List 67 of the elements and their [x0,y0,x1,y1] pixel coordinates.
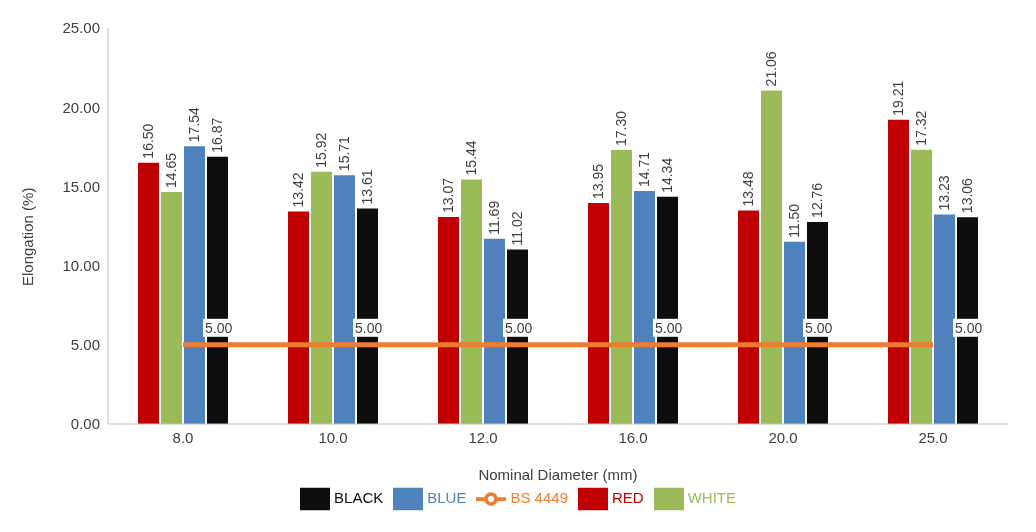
x-axis-title: Nominal Diameter (mm) [478,466,638,483]
bar [634,190,655,424]
bar [161,191,182,424]
data-label: 17.30 [613,110,630,146]
x-tick-label: 10.0 [318,428,348,446]
y-tick-label: 10.00 [62,256,100,274]
bar [288,211,309,424]
data-label: 16.50 [140,123,157,159]
y-axis-title: Elongation (%) [19,187,37,286]
data-label: 5.00 [205,319,233,336]
data-label: 14.71 [636,151,653,187]
legend-label: WHITE [687,488,736,506]
bar [738,210,759,424]
bar [311,171,332,424]
data-label: 5.00 [655,319,683,336]
data-label: 13.61 [359,169,376,205]
x-tick-label: 16.0 [618,428,648,446]
bar [438,216,459,424]
legend-label: BLUE [427,488,467,506]
x-tick-label: 8.0 [172,428,194,446]
data-label: 13.95 [590,163,607,200]
data-label: 15.44 [463,140,480,176]
data-label: 19.21 [890,80,907,116]
bar [461,179,482,424]
legend-label: RED [611,488,644,506]
bar [484,238,505,424]
data-label: 14.65 [163,152,180,188]
bar [784,241,805,424]
data-label: 15.92 [313,132,330,168]
data-label: 17.54 [186,106,203,143]
data-label: 11.50 [786,203,803,238]
y-tick-label: 0.00 [70,415,100,433]
data-label: 13.42 [290,172,307,208]
data-label: 5.00 [805,319,833,336]
data-label: 13.06 [959,177,976,214]
data-label: 14.34 [659,157,676,193]
bar [334,175,355,424]
bar [184,146,205,424]
data-label: 13.23 [936,175,953,211]
data-label: 21.06 [763,51,780,87]
x-tick-label: 25.0 [918,428,948,446]
bar [761,90,782,424]
x-tick-label: 12.0 [468,428,498,446]
y-tick-label: 5.00 [70,336,100,354]
data-label: 13.07 [440,177,457,213]
y-tick-label: 15.00 [62,177,100,195]
x-tick-label: 20.0 [768,428,798,446]
data-label: 11.69 [486,200,503,235]
data-label: 5.00 [505,319,533,336]
data-label: 17.32 [913,110,930,146]
bar [588,203,609,424]
y-tick-label: 20.00 [62,98,100,116]
data-label: 5.00 [955,319,983,336]
data-label: 12.76 [809,182,826,218]
data-label: 13.48 [740,171,757,207]
bar [138,162,159,424]
bar [611,149,632,424]
data-label: 5.00 [355,319,383,336]
legend-label: BS 4449 [510,488,568,506]
bar [888,119,909,424]
data-label: 15.71 [336,135,353,172]
data-label: 16.87 [209,117,226,153]
bar [934,214,955,424]
legend-label: BLACK [334,488,384,506]
bar [911,149,932,424]
y-tick-label: 25.00 [62,19,100,37]
data-label: 11.02 [509,211,526,246]
